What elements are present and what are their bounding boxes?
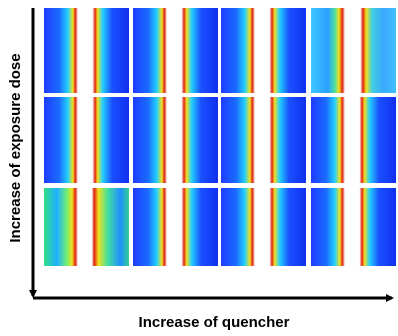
x-axis-label: Increase of quencher — [139, 314, 290, 331]
micrograph-cell — [311, 97, 396, 183]
micrograph-cell — [221, 8, 306, 93]
image-grid — [44, 8, 396, 266]
micrograph-cell — [311, 8, 396, 93]
micrograph-cell — [44, 8, 129, 93]
y-axis-label: Increase of exposure dose — [7, 53, 24, 242]
micrograph-cell — [311, 188, 396, 266]
micrograph-cell — [133, 97, 218, 183]
micrograph-cell — [221, 188, 306, 266]
micrograph-cell — [44, 97, 129, 183]
micrograph-cell — [133, 188, 218, 266]
micrograph-cell — [44, 188, 129, 266]
micrograph-cell — [133, 8, 218, 93]
micrograph-cell — [221, 97, 306, 183]
